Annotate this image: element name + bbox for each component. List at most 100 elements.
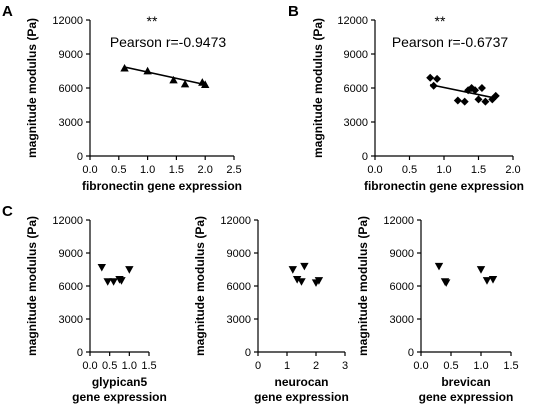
significance-marker: ** (147, 13, 158, 29)
x-axis-label: brevican (441, 375, 490, 389)
data-point (109, 278, 118, 286)
data-point (481, 97, 490, 106)
y-tick-label: 3000 (344, 117, 368, 129)
chart-panel-c-2: 0 3000 6000 9000 12000 0 1 2 3 magnitude modulus … (193, 215, 349, 404)
y-tick-label: 0 (362, 151, 368, 163)
data-point (491, 91, 500, 100)
x-axis-label: gene expression (254, 390, 349, 404)
data-point (433, 74, 442, 83)
y-tick-label: 6000 (227, 281, 251, 293)
data-point (297, 278, 306, 286)
x-tick-label: 0.0 (367, 164, 382, 176)
data-point (314, 277, 324, 285)
y-tick-label: 12000 (220, 215, 251, 227)
x-tick-label: 1.5 (471, 164, 486, 176)
y-tick-label: 12000 (52, 215, 83, 227)
data-point (292, 276, 302, 284)
significance-marker: ** (435, 13, 446, 29)
data-point (103, 278, 112, 286)
y-tick-label: 9000 (59, 248, 83, 260)
x-tick-label: 0.0 (82, 360, 97, 372)
y-tick-label: 6000 (59, 281, 83, 293)
data-point (471, 86, 480, 95)
data-point (288, 266, 297, 274)
y-tick-label: 9000 (390, 248, 414, 260)
data-point (434, 262, 444, 271)
y-tick-label: 12000 (52, 15, 83, 27)
data-point (300, 262, 309, 271)
data-point (97, 263, 106, 272)
x-tick-label: 1.0 (122, 360, 137, 372)
data-point (488, 276, 498, 284)
y-tick-label: 3000 (59, 117, 83, 129)
x-tick-label: 1.5 (503, 360, 518, 372)
data-point (125, 266, 134, 274)
x-tick-label: 1.5 (141, 360, 156, 372)
data-point (180, 79, 190, 88)
y-tick-label: 0 (77, 347, 83, 359)
x-tick-label: 1 (284, 360, 290, 372)
data-point (442, 279, 451, 287)
x-tick-label: 1.0 (473, 360, 488, 372)
y-tick-label: 0 (408, 347, 414, 359)
y-axis-label: magnitude modulus (Pa) (25, 216, 39, 356)
y-axis-label: magnitude modulus (Pa) (25, 18, 39, 158)
y-axis-label: magnitude modulus (Pa) (311, 18, 325, 158)
y-tick-label: 0 (245, 347, 251, 359)
x-tick-label: 2 (313, 360, 319, 372)
regression-line (124, 66, 206, 86)
x-tick-label: 2.0 (198, 164, 213, 176)
data-point (120, 63, 129, 72)
data-point (201, 80, 210, 88)
x-axis-label: gene expression (72, 390, 167, 404)
y-tick-label: 9000 (59, 49, 83, 61)
y-tick-label: 3000 (390, 314, 414, 326)
x-axis-label: neurocan (274, 375, 328, 389)
data-point (460, 97, 469, 106)
y-tick-label: 3000 (59, 314, 83, 326)
x-tick-label: 0.0 (82, 164, 97, 176)
chart-panel-c-1: 0 3000 6000 9000 12000 0.0 0.5 1.0 1.5 magnitude … (25, 215, 167, 404)
y-tick-label: 6000 (59, 83, 83, 95)
y-tick-label: 0 (77, 151, 83, 163)
data-point (476, 266, 486, 274)
x-tick-label: 1.0 (140, 164, 155, 176)
pearson-annotation: Pearson r=-0.9473 (110, 34, 227, 50)
chart-panel-b: 0 3000 6000 9000 12000 0.0 0.5 1.0 1.5 2.0 magnitu… (311, 13, 524, 193)
data-point (143, 66, 152, 75)
y-tick-label: 6000 (344, 83, 368, 95)
y-tick-label: 3000 (227, 314, 251, 326)
panel-letter-c: C (2, 203, 13, 220)
x-axis-label: fibronectin gene expression (82, 179, 242, 193)
x-tick-label: 0.5 (102, 360, 117, 372)
x-tick-label: 0.5 (111, 164, 126, 176)
data-point (482, 277, 492, 285)
x-tick-label: 0.0 (413, 360, 428, 372)
y-tick-label: 9000 (344, 49, 368, 61)
y-tick-label: 9000 (227, 248, 251, 260)
x-axis-label: gene expression (419, 390, 514, 404)
x-tick-label: 0.5 (443, 360, 458, 372)
x-tick-label: 1.5 (169, 164, 184, 176)
x-tick-label: 3 (342, 360, 348, 372)
data-point (474, 95, 483, 104)
x-tick-label: 1.0 (436, 164, 451, 176)
data-point (453, 96, 462, 105)
y-tick-label: 12000 (337, 15, 368, 27)
y-axis-label: magnitude modulus (Pa) (193, 216, 207, 356)
y-tick-label: 6000 (390, 281, 414, 293)
panel-letter-a: A (2, 3, 13, 20)
x-axis-label: fibronectin gene expression (364, 179, 524, 193)
panel-letter-b: B (288, 3, 299, 20)
pearson-annotation: Pearson r=-0.6737 (392, 34, 509, 50)
data-point (477, 84, 486, 92)
data-point (169, 75, 178, 84)
x-tick-label: 0 (255, 360, 261, 372)
x-tick-label: 2.5 (226, 164, 241, 176)
data-point (426, 73, 435, 82)
chart-panel-c-3: 0 3000 6000 9000 12000 0.0 0.5 1.0 1.5 magnitude … (356, 215, 519, 404)
regression-line (430, 83, 496, 99)
x-axis-label: glypican5 (92, 375, 148, 389)
